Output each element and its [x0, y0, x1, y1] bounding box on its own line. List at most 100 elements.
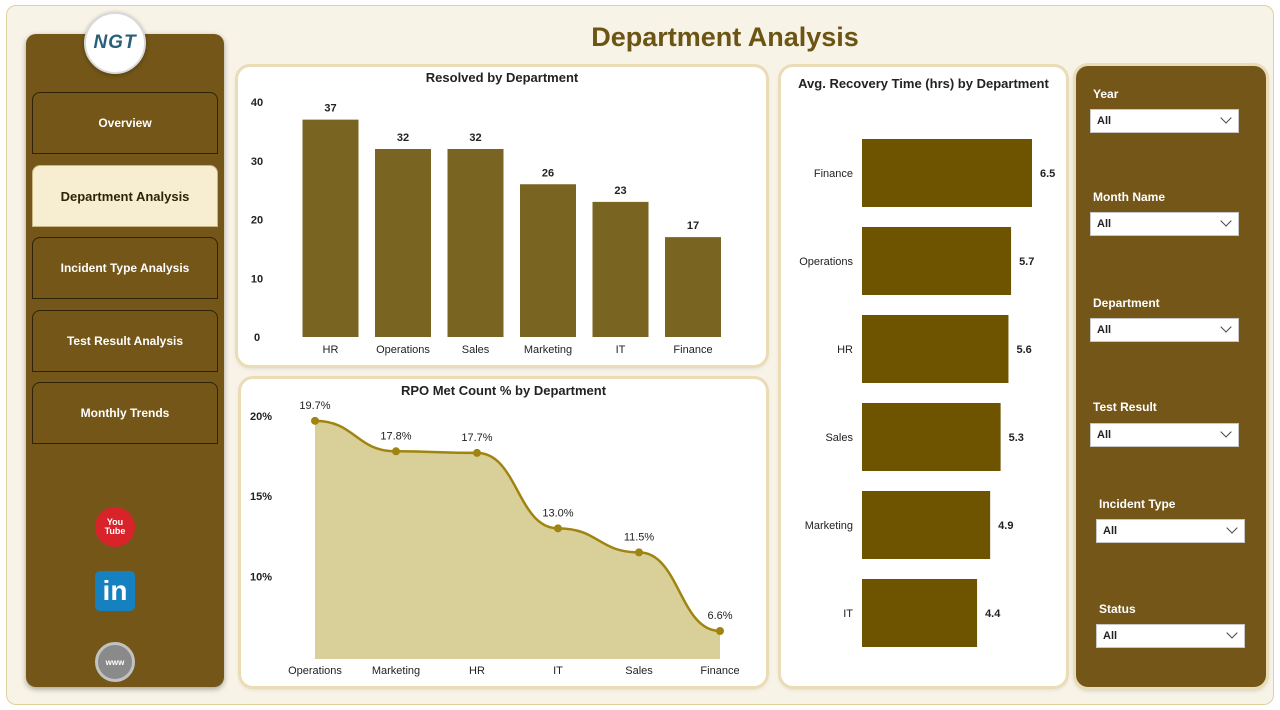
logo-text: NGT: [93, 31, 137, 53]
y-tick-label: Operations: [799, 256, 853, 268]
nav-item-monthly-trends[interactable]: Monthly Trends: [32, 382, 218, 444]
filter-label-year: Year: [1093, 87, 1119, 101]
bar-sales: [447, 149, 504, 337]
data-label: 5.3: [1009, 432, 1024, 444]
filter-label-month-name: Month Name: [1093, 190, 1165, 204]
bar-hr: [862, 315, 1009, 383]
data-point: [716, 627, 724, 635]
resolved-by-department-card: Resolved by Department 0 10 20 30 40 37 HR 32 Op…: [238, 67, 766, 365]
x-tick-label: Finance: [700, 665, 739, 677]
chevron-down-icon: [1226, 627, 1238, 639]
month-name-dropdown-value: All: [1097, 218, 1112, 230]
bar-marketing: [520, 184, 576, 337]
filter-label-status: Status: [1099, 602, 1136, 616]
bar-finance: [665, 237, 721, 337]
x-tick-label: Marketing: [524, 344, 572, 356]
page-title: Department Analysis: [591, 22, 859, 52]
company-logo[interactable]: NGT: [84, 12, 146, 74]
y-tick-label: 15%: [250, 491, 272, 503]
y-tick-label: Sales: [825, 432, 853, 444]
data-label: 11.5%: [624, 531, 655, 543]
department-dropdown[interactable]: All: [1090, 318, 1239, 342]
bar-marketing: [862, 491, 991, 559]
avg-recovery-time-card: Avg. Recovery Time (hrs) by Department F…: [781, 67, 1066, 686]
bar-it: [862, 579, 978, 647]
status-dropdown[interactable]: All: [1096, 624, 1245, 648]
rpo-met-count-card: RPO Met Count % by Department 10% 15% 20% 1…: [241, 379, 766, 686]
x-tick-label: Operations: [376, 344, 430, 356]
data-label: 6.5: [1040, 168, 1055, 180]
data-point: [473, 448, 481, 457]
bar-operations: [862, 227, 1012, 295]
bar-hr: [302, 119, 359, 337]
test-result-dropdown-value: All: [1097, 429, 1112, 441]
bar-finance: [862, 139, 1032, 207]
y-tick-label: Finance: [814, 168, 853, 180]
x-tick-label: IT: [553, 665, 563, 677]
filter-panel: [1076, 66, 1266, 687]
chevron-down-icon: [1226, 522, 1238, 534]
youtube-icon-text-bottom: Tube: [104, 526, 126, 536]
year-dropdown[interactable]: All: [1090, 109, 1239, 133]
x-tick-label: HR: [469, 665, 485, 677]
chart-title: RPO Met Count % by Department: [400, 383, 607, 398]
bar-it: [592, 201, 649, 337]
chevron-down-icon: [1220, 215, 1232, 227]
data-label: 4.4: [985, 608, 1001, 620]
linkedin-icon[interactable]: in: [95, 571, 135, 611]
data-label: 23: [614, 185, 626, 197]
data-point: [554, 524, 562, 533]
y-tick-label: 20: [251, 215, 263, 227]
filter-label-incident-type: Incident Type: [1099, 497, 1176, 511]
data-label: 5.7: [1019, 256, 1034, 268]
data-label: 6.6%: [707, 610, 732, 622]
x-tick-label: Marketing: [372, 665, 420, 677]
x-tick-label: Finance: [673, 344, 712, 356]
rpo-met-count-chart: 10% 15% 20% 19.7% Operations 17.8% Marketing 17…: [250, 400, 740, 677]
y-tick-label: 10: [251, 273, 263, 285]
nav-item-test-result-analysis[interactable]: Test Result Analysis: [32, 310, 218, 372]
chevron-down-icon: [1220, 426, 1232, 438]
y-tick-label: 20%: [250, 411, 272, 423]
data-label: 17: [687, 220, 699, 232]
bar-sales: [862, 403, 1001, 471]
data-label: 4.9: [998, 520, 1013, 532]
filter-label-test-result: Test Result: [1093, 400, 1157, 414]
x-tick-label: Operations: [288, 665, 342, 677]
data-point: [392, 447, 400, 456]
globe-icon[interactable]: www: [95, 642, 135, 682]
data-point: [635, 548, 643, 557]
y-tick-label: 10%: [250, 571, 272, 583]
data-label: 17.8%: [380, 430, 411, 442]
avg-recovery-time-chart: Finance 6.5 Operations 5.7 HR 5.6 Sales 5.3 Mark…: [799, 139, 1055, 647]
data-label: 13.0%: [542, 507, 573, 519]
nav-item-overview[interactable]: Overview: [32, 92, 218, 154]
status-dropdown-value: All: [1103, 630, 1118, 642]
data-label: 37: [324, 103, 336, 115]
department-dropdown-value: All: [1097, 324, 1112, 336]
resolved-by-department-chart: 0 10 20 30 40 37 HR 32 Operations 32 Sales 26 Market…: [251, 97, 721, 356]
series-line: [314, 419, 721, 633]
x-tick-label: HR: [323, 344, 339, 356]
data-label: 26: [542, 167, 554, 179]
y-tick-label: 0: [254, 332, 260, 344]
y-tick-label: HR: [837, 344, 853, 356]
x-tick-label: IT: [616, 344, 626, 356]
data-point: [311, 416, 319, 425]
chevron-down-icon: [1220, 321, 1232, 333]
incident-type-dropdown[interactable]: All: [1096, 519, 1245, 543]
youtube-icon[interactable]: You Tube: [95, 507, 135, 547]
nav-item-incident-type-analysis[interactable]: Incident Type Analysis: [32, 237, 218, 299]
month-name-dropdown[interactable]: All: [1090, 212, 1239, 236]
chart-title: Avg. Recovery Time (hrs) by Department: [798, 76, 1049, 91]
test-result-dropdown[interactable]: All: [1090, 423, 1239, 447]
x-tick-label: Sales: [625, 665, 653, 677]
y-tick-label: 30: [251, 156, 263, 168]
youtube-icon-text-top: You: [106, 517, 124, 527]
y-tick-label: Marketing: [805, 520, 853, 532]
chevron-down-icon: [1220, 112, 1232, 124]
y-tick-label: 40: [251, 97, 263, 109]
area-fill: [315, 420, 720, 659]
data-label: 17.7%: [461, 432, 492, 444]
nav-item-department-analysis[interactable]: Department Analysis: [32, 165, 218, 227]
